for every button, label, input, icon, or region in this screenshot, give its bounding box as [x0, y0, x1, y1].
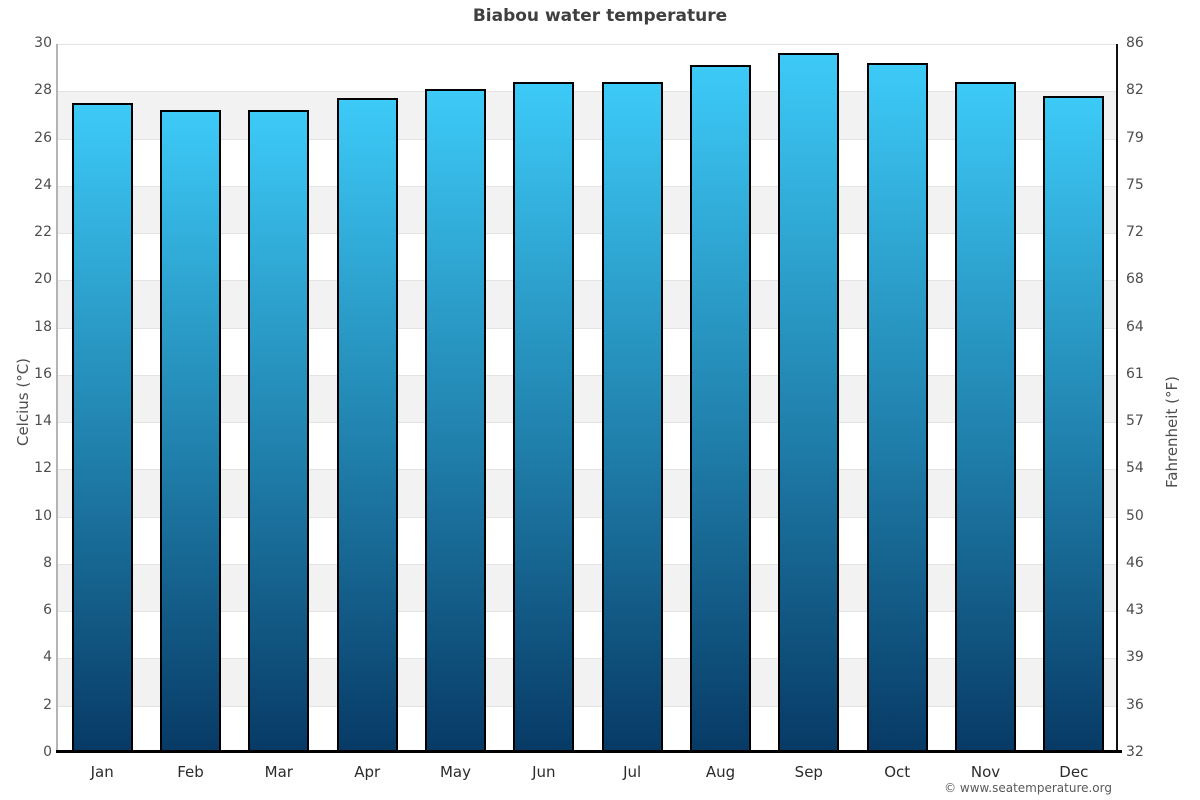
- y-tick-fahrenheit-68: 68: [1126, 271, 1144, 288]
- y-tick-celsius-18: 18: [34, 318, 52, 335]
- y-tick-celsius-8: 8: [43, 554, 52, 571]
- gridline-12c: [58, 469, 1118, 471]
- y-tick-celsius-30: 30: [34, 35, 52, 51]
- bar-apr: [336, 98, 398, 753]
- y-tick-celsius-28: 28: [34, 82, 52, 99]
- x-tick-jun: Jun: [532, 763, 556, 781]
- plot-band: [58, 280, 1118, 328]
- x-tick-nov: Nov: [970, 763, 1001, 781]
- x-tick-may: May: [439, 763, 471, 781]
- y-tick-fahrenheit-43: 43: [1126, 602, 1144, 619]
- plot-band: [58, 91, 1118, 139]
- x-tick-oct: Oct: [884, 763, 911, 781]
- y-tick-fahrenheit-86: 86: [1126, 35, 1144, 51]
- plot-band: [58, 658, 1118, 706]
- x-tick-apr: Apr: [354, 763, 381, 781]
- y-tick-celsius-26: 26: [34, 129, 52, 146]
- bar-may: [425, 88, 486, 753]
- plot-band: [58, 563, 1118, 612]
- plot-band: [58, 469, 1118, 517]
- gridline-2c: [58, 705, 1118, 707]
- y-tick-fahrenheit-50: 50: [1126, 507, 1144, 524]
- y-tick-celsius-24: 24: [34, 176, 52, 193]
- y-tick-fahrenheit-64: 64: [1126, 318, 1144, 335]
- y-tick-fahrenheit-72: 72: [1126, 224, 1144, 241]
- bar-sep: [778, 53, 840, 753]
- y-tick-fahrenheit-61: 61: [1126, 365, 1144, 382]
- y-tick-fahrenheit-39: 39: [1126, 649, 1144, 666]
- y-tick-celsius-0: 0: [43, 744, 52, 760]
- bar-jan: [71, 103, 133, 753]
- y-tick-celsius-16: 16: [34, 365, 52, 382]
- x-tick-mar: Mar: [264, 763, 293, 781]
- y-tick-fahrenheit-79: 79: [1126, 129, 1144, 146]
- y-tick-fahrenheit-36: 36: [1126, 696, 1144, 713]
- gridline-16c: [58, 374, 1118, 376]
- x-tick-sep: Sep: [794, 763, 823, 781]
- y-tick-celsius-20: 20: [34, 271, 52, 288]
- chart-title: Biabou water temperature: [472, 6, 728, 26]
- y-tick-celsius-6: 6: [43, 602, 52, 619]
- bar-feb: [160, 110, 221, 753]
- y-tick-celsius-10: 10: [34, 507, 52, 524]
- y-tick-celsius-12: 12: [34, 460, 52, 477]
- plot-area: [58, 44, 1118, 753]
- y-tick-fahrenheit-57: 57: [1126, 413, 1144, 430]
- gridline-26c: [58, 138, 1118, 140]
- plot-band: [58, 374, 1118, 423]
- y-tick-fahrenheit-46: 46: [1126, 554, 1144, 571]
- y-tick-celsius-4: 4: [43, 649, 52, 666]
- y-axis-label-fahrenheit: Fahrenheit (°F): [1163, 376, 1181, 488]
- plot-band: [58, 327, 1118, 375]
- plot-band: [58, 422, 1118, 470]
- bar-nov: [955, 81, 1016, 753]
- gridline-28c: [58, 91, 1118, 93]
- gridline-10c: [58, 516, 1118, 518]
- y-axis-label-celsius: Celcius (°C): [14, 357, 32, 447]
- plot-band: [58, 44, 1118, 92]
- y-tick-celsius-2: 2: [43, 696, 52, 713]
- y-tick-celsius-22: 22: [34, 224, 52, 241]
- gridline-6c: [58, 611, 1118, 613]
- bar-jun: [513, 81, 575, 753]
- gridline-4c: [58, 658, 1118, 660]
- plot-band: [58, 233, 1118, 281]
- right-axis-spine: [1116, 44, 1118, 753]
- x-tick-aug: Aug: [705, 763, 736, 781]
- x-axis-spine: [56, 750, 1122, 753]
- gridline-22c: [58, 233, 1118, 235]
- y-tick-fahrenheit-82: 82: [1126, 82, 1144, 99]
- gridline-18c: [58, 327, 1118, 329]
- gridline-8c: [58, 563, 1118, 565]
- gridline-14c: [58, 422, 1118, 424]
- x-tick-jan: Jan: [90, 763, 114, 781]
- bar-dec: [1043, 95, 1105, 753]
- bar-jul: [601, 81, 663, 753]
- y-tick-fahrenheit-75: 75: [1126, 176, 1144, 193]
- x-tick-feb: Feb: [177, 763, 204, 781]
- copyright-text: © www.seatemperature.org: [944, 781, 1112, 795]
- gridline-30c: [58, 44, 1118, 45]
- y-tick-celsius-14: 14: [34, 413, 52, 430]
- gridline-24c: [58, 185, 1118, 187]
- left-axis-spine: [56, 44, 58, 753]
- plot-band: [58, 516, 1118, 564]
- plot-band: [58, 705, 1118, 753]
- bar-oct: [866, 62, 928, 753]
- bar-mar: [248, 110, 310, 753]
- gridline-20c: [58, 280, 1118, 282]
- y-tick-fahrenheit-54: 54: [1126, 460, 1144, 477]
- bar-aug: [690, 65, 751, 753]
- plot-band: [58, 185, 1118, 234]
- plot-band: [58, 611, 1118, 659]
- y-tick-fahrenheit-32: 32: [1126, 744, 1144, 760]
- x-tick-jul: Jul: [623, 763, 642, 781]
- x-tick-dec: Dec: [1059, 763, 1089, 781]
- plot-band: [58, 138, 1118, 186]
